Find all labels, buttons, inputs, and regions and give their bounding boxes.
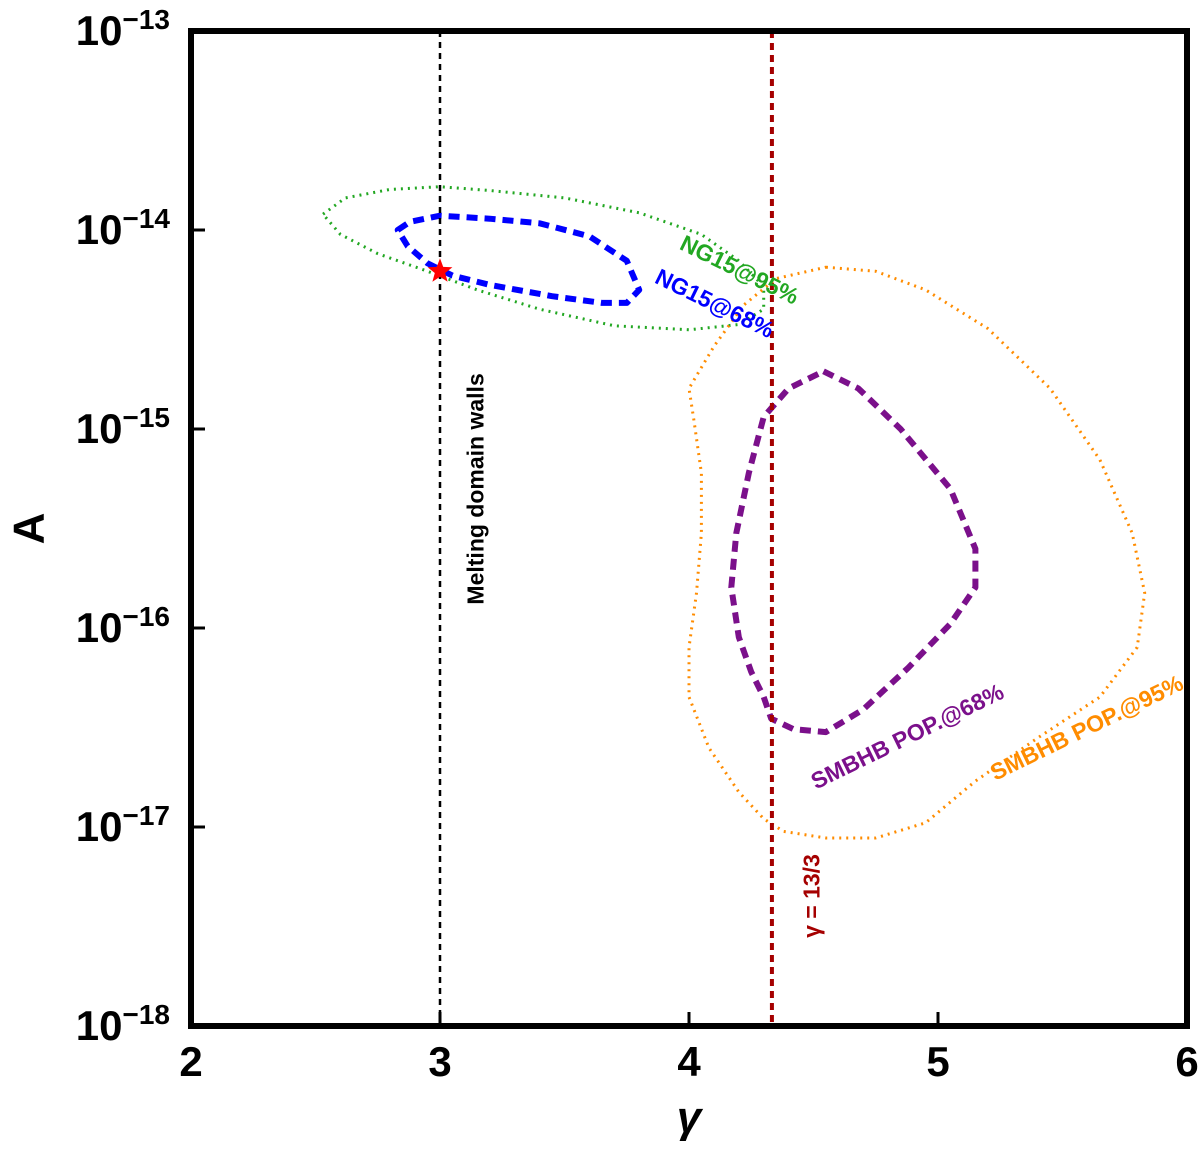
y-tick-label: 10−14: [76, 203, 171, 253]
annotation-2: SMBHB POP.@68%: [807, 678, 1008, 794]
x-tick-label: 6: [1175, 1038, 1198, 1085]
annotation-4: Melting domain walls: [462, 373, 488, 604]
y-tick-label: 10−13: [76, 4, 170, 54]
contour-series-3: [728, 368, 979, 736]
y-axis-label: A: [5, 513, 54, 545]
plot-frame: [188, 28, 1190, 1029]
y-tick-label: 10−15: [76, 402, 170, 452]
y-tick-label: 10−17: [76, 800, 170, 850]
contour-series-1: [394, 212, 643, 306]
contour-series-2: [687, 265, 1147, 840]
best-fit-star-marker: [427, 258, 453, 282]
annotation-5: γ = 13/3: [799, 854, 825, 938]
y-tick-label: 10−18: [76, 999, 170, 1049]
x-tick-label: 3: [428, 1038, 451, 1085]
annotation-3: SMBHB POP.@95%: [986, 670, 1187, 786]
x-tick-label: 2: [179, 1038, 202, 1085]
y-tick-label: 10−16: [76, 601, 170, 651]
x-tick-label: 4: [677, 1038, 701, 1085]
x-axis-label: γ: [677, 1093, 704, 1142]
x-tick-label: 5: [926, 1038, 949, 1085]
